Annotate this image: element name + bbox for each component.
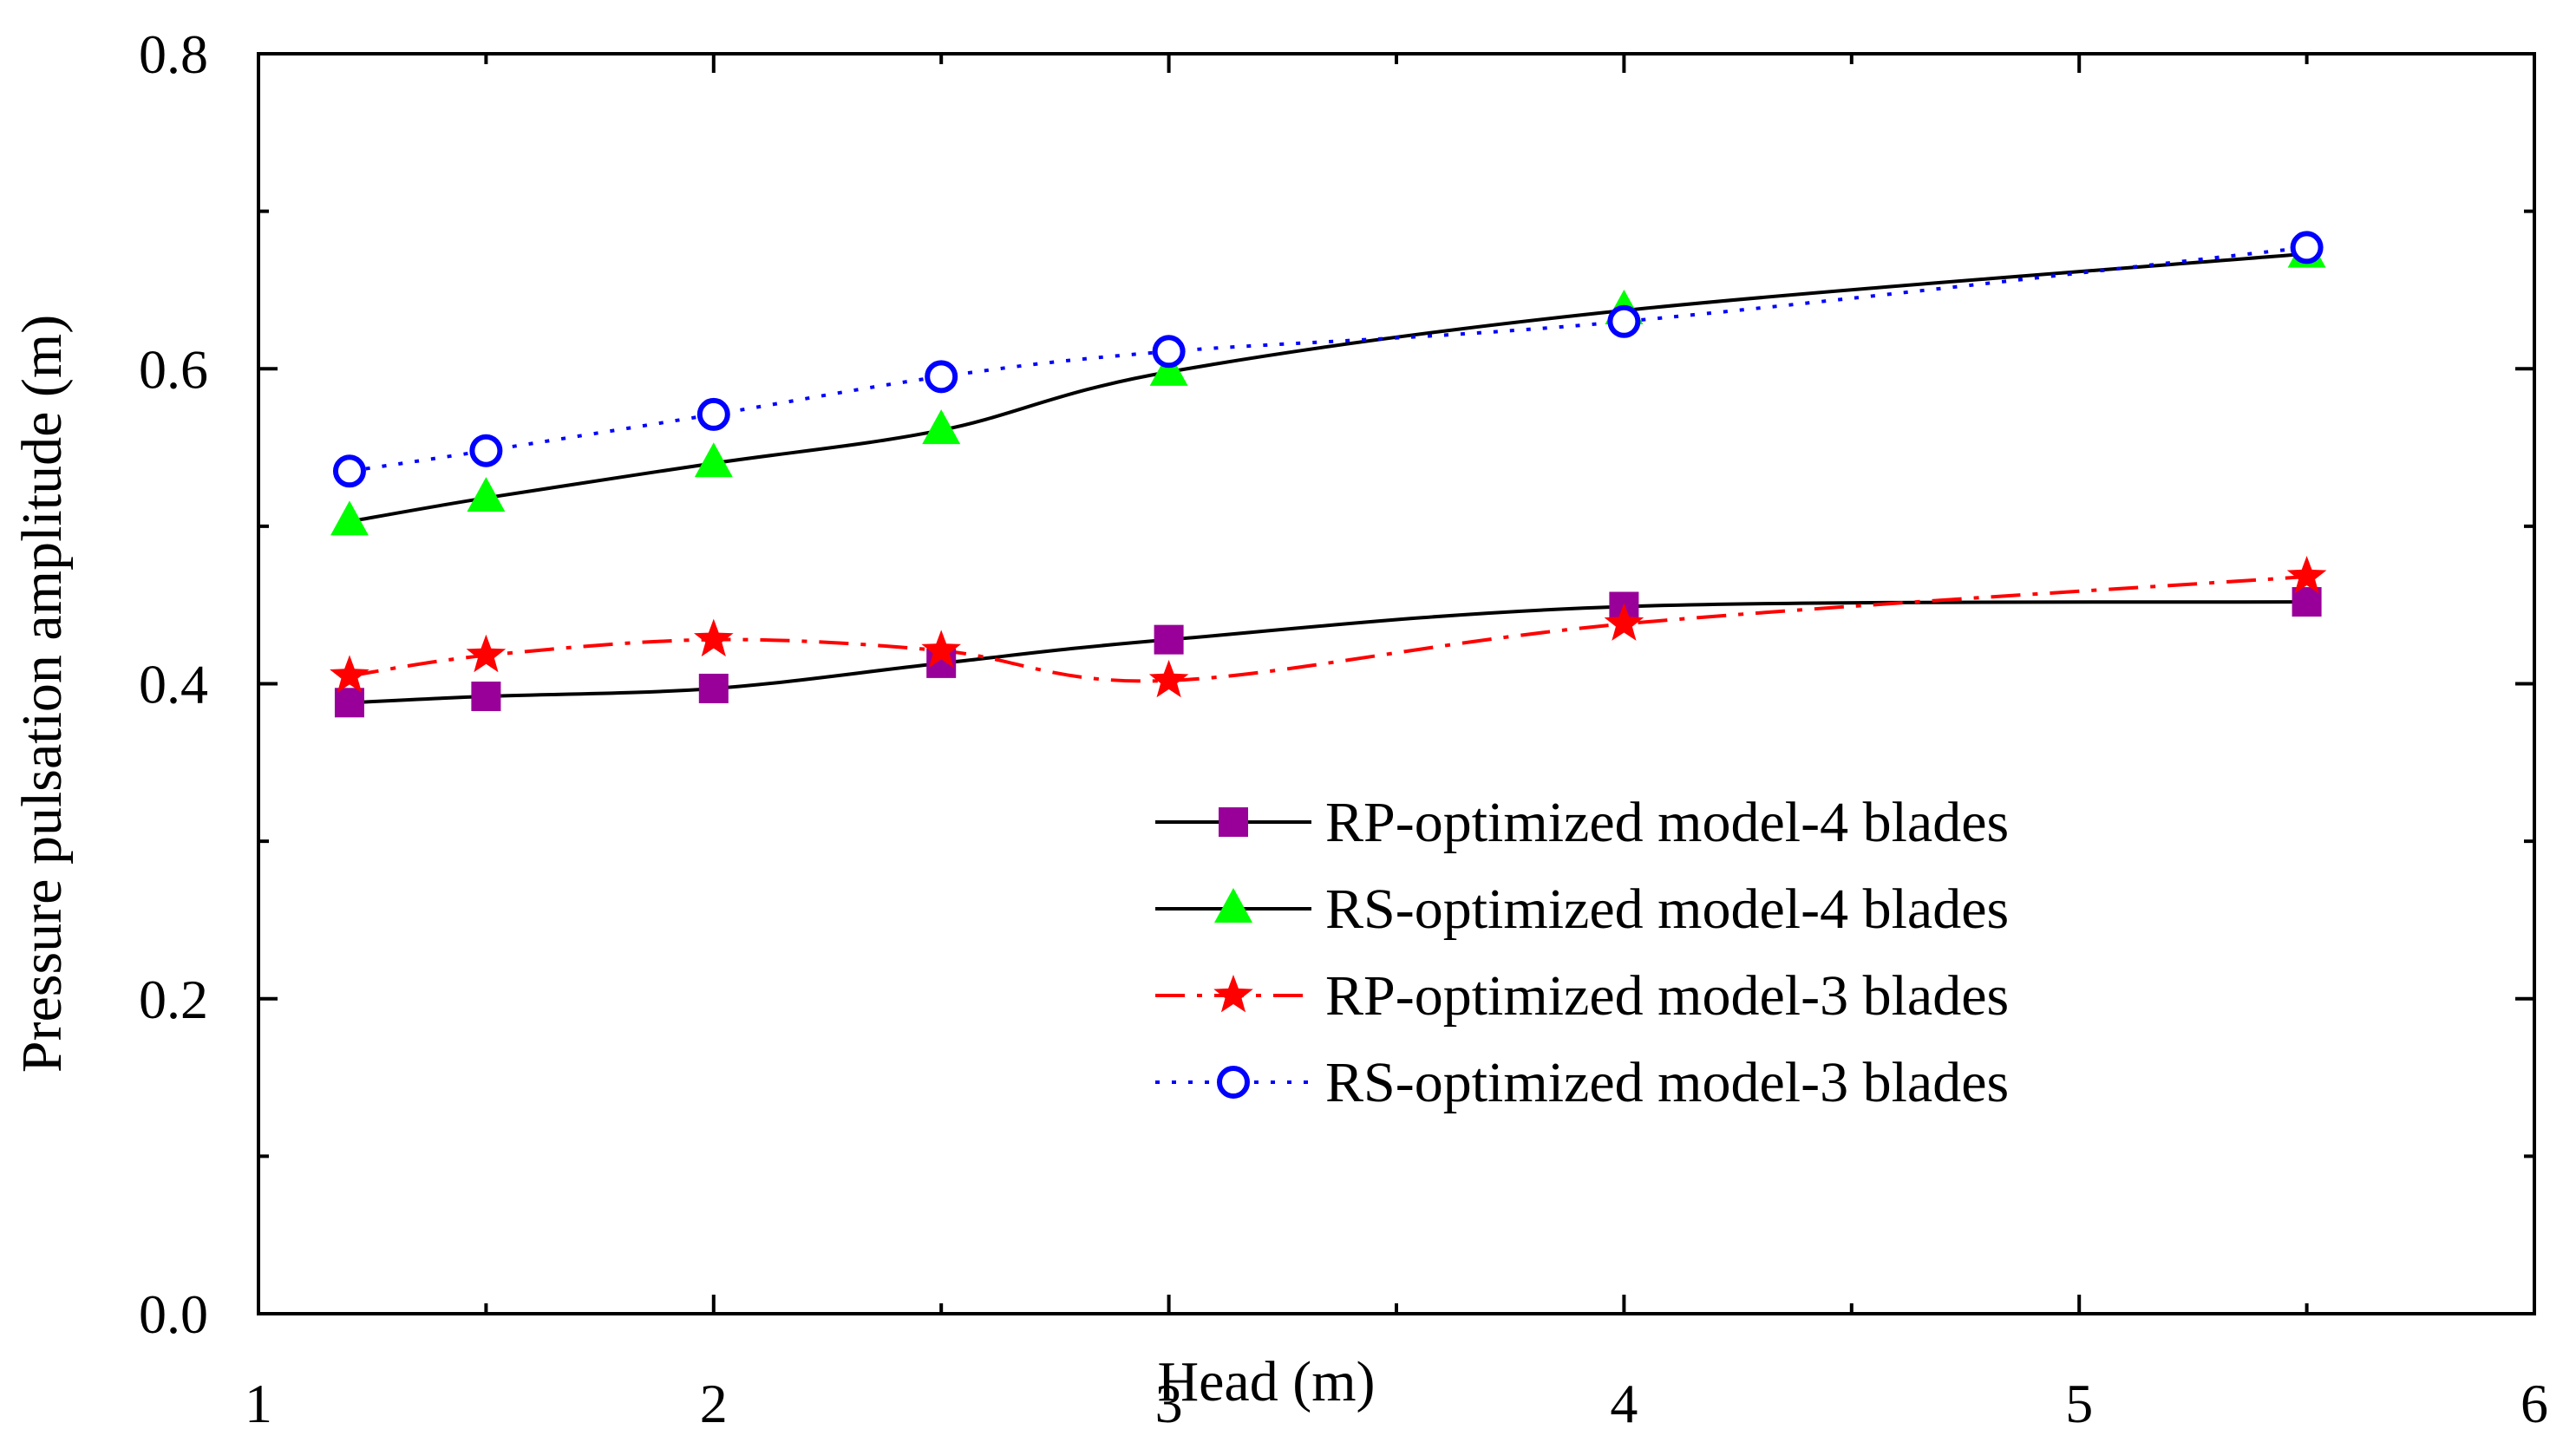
y-tick-label: 0.4 bbox=[139, 654, 208, 715]
data-point-s1 bbox=[2292, 587, 2322, 617]
axis-ticks: 1 2 3 4 5 6 0.0 0.2 0.4 0.6 0.8 bbox=[139, 23, 2548, 1434]
data-point-s2 bbox=[694, 442, 733, 478]
x-tick-label: 2 bbox=[700, 1373, 728, 1434]
legend-marker-4 bbox=[1217, 1066, 1250, 1099]
data-point-s1 bbox=[1154, 624, 1184, 655]
legend-label-2: RS-optimized model-4 blades bbox=[1325, 878, 2009, 941]
series-line-1 bbox=[349, 600, 2307, 705]
x-tick-label: 3 bbox=[1155, 1373, 1183, 1434]
data-point-s2 bbox=[1149, 350, 1188, 386]
data-point-s4 bbox=[332, 454, 366, 488]
y-tick-label: 0.0 bbox=[139, 1283, 208, 1345]
plot-frame bbox=[257, 52, 2536, 1315]
legend-label-4: RS-optimized model-3 blades bbox=[1325, 1051, 2009, 1114]
series-line-4 bbox=[349, 245, 2307, 473]
series-line-2 bbox=[349, 251, 2307, 524]
data-point-s4 bbox=[1607, 304, 1641, 338]
legend-label-1: RP-optimized model-4 blades bbox=[1325, 791, 2009, 854]
series-line-3 bbox=[349, 574, 2307, 683]
legend-label-3: RP-optimized model-3 blades bbox=[1325, 964, 2009, 1028]
data-point-s4 bbox=[1152, 335, 1186, 369]
data-point-s2 bbox=[467, 477, 506, 512]
legend-marker-1 bbox=[1219, 807, 1248, 837]
data-point-s1 bbox=[471, 682, 501, 712]
data-point-s3 bbox=[694, 618, 734, 657]
data-point-s2 bbox=[330, 500, 369, 536]
legend-marker-2 bbox=[1214, 888, 1252, 923]
data-point-s3 bbox=[330, 655, 369, 693]
data-point-s4 bbox=[2290, 231, 2324, 264]
data-point-s4 bbox=[696, 397, 730, 431]
data-point-s3 bbox=[1604, 603, 1644, 641]
data-point-s3 bbox=[1148, 659, 1189, 698]
data-point-s4 bbox=[469, 434, 503, 467]
data-point-s2 bbox=[922, 409, 961, 445]
data-point-s3 bbox=[2286, 556, 2327, 594]
legend-marker-3 bbox=[1213, 975, 1253, 1013]
x-tick-label: 6 bbox=[2520, 1373, 2548, 1434]
data-point-s3 bbox=[466, 634, 507, 673]
y-tick-label: 0.6 bbox=[139, 338, 208, 400]
y-axis-title: Pressure pulsation amplitude (m) bbox=[10, 315, 74, 1073]
series-lines bbox=[349, 245, 2307, 705]
x-axis-title: Head (m) bbox=[1157, 1350, 1375, 1413]
data-point-s1 bbox=[334, 688, 364, 718]
x-tick-label: 5 bbox=[2065, 1373, 2093, 1434]
x-tick-label: 1 bbox=[245, 1373, 272, 1434]
legend: RP-optimized model-4 blades RS-optimized … bbox=[1155, 791, 2009, 1114]
series-markers bbox=[330, 231, 2327, 718]
data-point-s1 bbox=[698, 673, 729, 703]
y-tick-label: 0.2 bbox=[139, 969, 208, 1030]
data-point-s3 bbox=[921, 630, 961, 668]
x-tick-label: 4 bbox=[1610, 1373, 1638, 1434]
data-point-s4 bbox=[925, 360, 958, 394]
y-tick-label: 0.8 bbox=[139, 23, 208, 85]
